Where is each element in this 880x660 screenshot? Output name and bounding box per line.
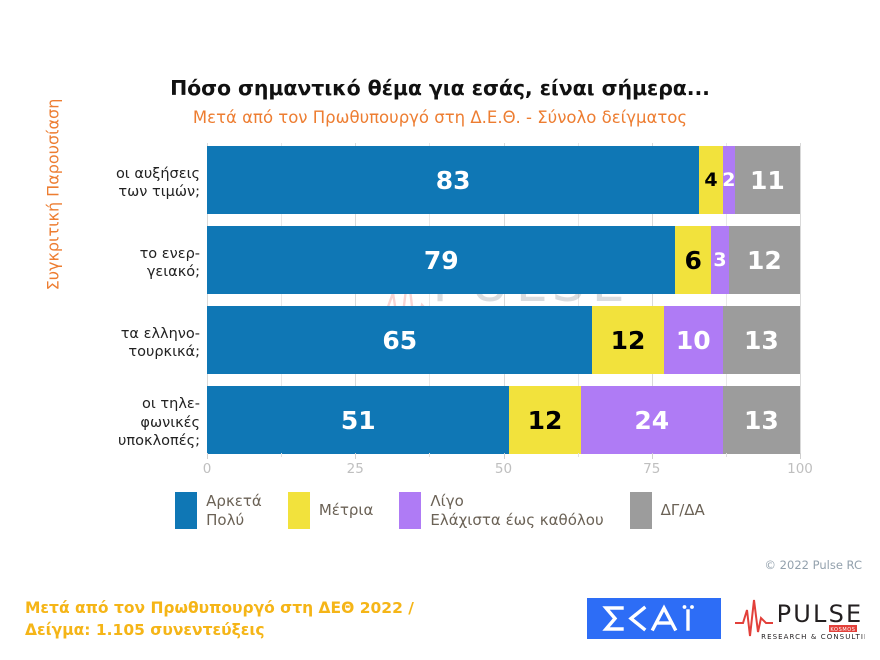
bar-value-label: 13 [744, 405, 779, 435]
bar-value-label: 12 [747, 245, 782, 275]
x-tick-major [207, 453, 208, 459]
gridline-major [800, 143, 801, 453]
legend-item[interactable]: Μέτρια [287, 492, 374, 529]
legend-label: ΔΓ/ΔΑ [660, 501, 705, 520]
bar-value-label: 2 [722, 168, 735, 191]
legend-swatch [399, 492, 422, 529]
legend-swatch [175, 492, 198, 529]
bar-segment[interactable]: 24 [580, 386, 723, 454]
legend-item[interactable]: Λίγο Ελάχιστα έως καθόλου [399, 492, 604, 529]
bar-segment[interactable]: 79 [207, 226, 676, 294]
legend-label: Αρκετά Πολύ [206, 492, 262, 529]
bar-value-label: 3 [713, 248, 727, 271]
legend-item[interactable]: Αρκετά Πολύ [175, 492, 262, 529]
bar-segment[interactable]: 12 [509, 386, 581, 454]
category-label: οι τηλε-φωνικές υποκλοπές; [118, 396, 200, 450]
bar-segment[interactable]: 10 [663, 306, 723, 374]
bar-segment[interactable]: 13 [722, 386, 800, 454]
skai-logo [587, 598, 721, 639]
x-tick-major [503, 453, 505, 459]
page-title: Πόσο σημαντικό θέμα για εσάς, είναι σήμε… [170, 76, 710, 100]
legend-label: Μέτρια [318, 501, 374, 520]
bar-segment[interactable]: 2 [722, 146, 735, 214]
x-tick-major [355, 453, 357, 459]
bar-segment[interactable]: 12 [728, 226, 800, 294]
footer-note: Μετά από τον Πρωθυπουργό στη ΔΕΘ 2022 / … [25, 599, 414, 640]
x-axis: 0 25 50 75 100 [203, 453, 813, 481]
x-tick-label: 100 [787, 461, 813, 477]
legend-label: Λίγο Ελάχιστα έως καθόλου [430, 492, 604, 529]
legend-swatch [287, 492, 310, 529]
bar-row[interactable]: 51 12 24 13 [207, 386, 800, 454]
legend-swatch [629, 492, 652, 529]
bar-segment[interactable]: 65 [207, 306, 593, 374]
bar-segment[interactable]: 6 [675, 226, 712, 294]
bar-segment[interactable]: 51 [207, 386, 510, 454]
bar-segment[interactable]: 83 [207, 146, 700, 214]
x-tick-minor [429, 453, 431, 457]
bar-value-label: 6 [684, 245, 702, 275]
bar-value-label: 83 [435, 165, 471, 195]
bar-value-label: 12 [527, 405, 563, 435]
x-tick-minor [577, 453, 579, 457]
x-tick-label: 75 [643, 461, 661, 477]
plot-area: PULSE KOSMOS RESEARCH & CONSULTING 83421… [207, 143, 801, 454]
bar-segment[interactable]: 12 [592, 306, 664, 374]
x-tick-major [800, 453, 801, 459]
bar-segment[interactable]: 11 [734, 146, 800, 214]
category-label: οι αυξήσεις των τιμών; [115, 165, 200, 201]
legend-item[interactable]: ΔΓ/ΔΑ [629, 492, 705, 529]
svg-text:KOSMOS: KOSMOS [830, 627, 855, 633]
x-tick-minor [281, 453, 283, 457]
bar-value-label: 12 [610, 325, 646, 355]
pulse-logo: PULSE KOSMOS RESEARCH & CONSULTING [735, 599, 865, 641]
category-label: τα ελληνο-τουρκικά; [120, 325, 200, 361]
bar-value-label: 79 [423, 245, 459, 275]
legend: Αρκετά Πολύ Μέτρια Λίγο Ελάχιστα έως καθόλου… [0, 492, 880, 529]
x-tick-major [651, 453, 653, 459]
svg-text:RESEARCH & CONSULTING: RESEARCH & CONSULTING [761, 633, 865, 641]
bar-segment[interactable]: 3 [711, 226, 729, 294]
x-tick-label: 0 [202, 461, 212, 477]
bar-value-label: 51 [340, 405, 376, 435]
bar-segment[interactable]: 13 [722, 306, 800, 374]
bar-value-label: 10 [675, 325, 711, 355]
copyright-text: © 2022 Pulse RC [764, 558, 862, 572]
x-tick-label: 25 [346, 461, 364, 477]
bar-value-label: 11 [749, 165, 785, 195]
x-tick-label: 50 [494, 461, 513, 477]
bar-series-container: 83 4 2 11 79 6 3 12 65 12 10 13 51 12 24 13 [207, 143, 800, 454]
bar-value-label: 24 [634, 405, 670, 435]
bar-row[interactable]: 65 12 10 13 [207, 306, 800, 374]
chart-subtitle: Μετά από τον Πρωθυπουργό στη Δ.Ε.Θ. - Σύ… [192, 107, 688, 127]
skai-logo-mark [602, 603, 694, 631]
bar-value-label: 4 [704, 168, 718, 191]
category-label: το ενερ-γειακό; [139, 245, 200, 281]
bar-segment[interactable]: 4 [699, 146, 723, 214]
title-block: Πόσο σημαντικό θέμα για εσάς, είναι σήμε… [0, 76, 880, 127]
bar-value-label: 13 [744, 325, 779, 355]
bar-row[interactable]: 79 6 3 12 [207, 226, 800, 294]
svg-text:PULSE: PULSE [777, 600, 864, 628]
x-tick-minor [725, 453, 727, 457]
bar-row[interactable]: 83 4 2 11 [207, 146, 800, 214]
category-label-list: οι αυξήσεις των τιμών; το ενερ-γειακό; τα ε… [60, 146, 200, 450]
bar-value-label: 65 [382, 325, 418, 355]
